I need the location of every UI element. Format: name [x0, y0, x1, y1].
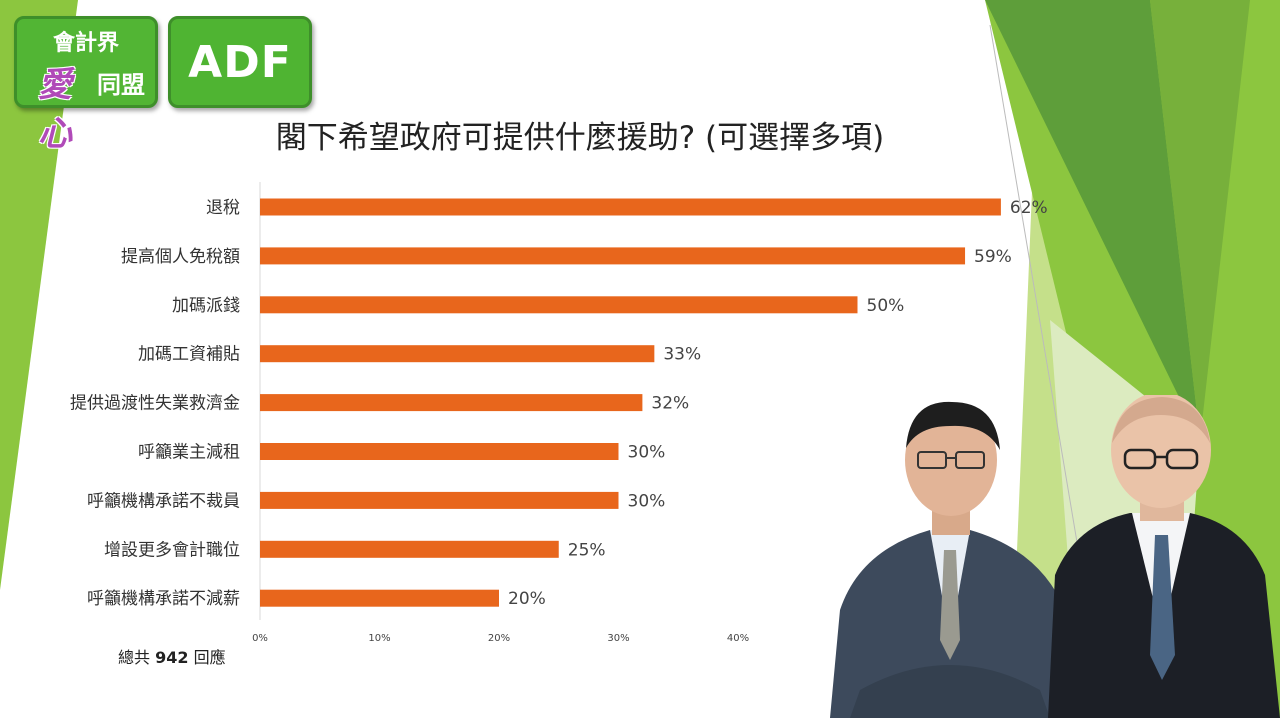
category-label: 呼籲機構承諾不減薪: [87, 589, 240, 609]
bar: [260, 540, 559, 558]
bar: [260, 198, 1001, 216]
data-label: 30%: [628, 491, 666, 511]
x-tick-label: 30%: [607, 633, 629, 644]
x-tick-label: 10%: [368, 633, 390, 644]
person-right-photo: [1048, 395, 1280, 718]
category-label: 退稅: [206, 198, 240, 218]
category-label: 加碼工資補貼: [138, 345, 240, 365]
category-label: 提供過渡性失業救濟金: [70, 394, 240, 414]
right-thin-line: [989, 24, 1081, 561]
bar: [260, 394, 643, 412]
category-label: 提高個人免稅額: [121, 247, 240, 267]
data-label: 33%: [663, 345, 701, 365]
adf-logo: ADF: [168, 16, 312, 108]
data-label: 50%: [867, 296, 905, 316]
bar: [260, 589, 499, 607]
total-count: 942: [155, 648, 189, 667]
x-tick-label: 20%: [488, 633, 510, 644]
category-label: 加碼派錢: [172, 296, 240, 316]
category-label: 增設更多會計職位: [104, 540, 240, 560]
total-responses: 總共 942 回應: [118, 644, 226, 668]
total-prefix: 總共: [118, 648, 151, 667]
data-label: 25%: [568, 540, 606, 560]
bar: [260, 296, 858, 314]
data-label: 32%: [651, 394, 689, 414]
data-label: 59%: [974, 247, 1012, 267]
data-label: 62%: [1010, 198, 1048, 218]
accounting-heart-alliance-logo: 會計界 愛心 同盟: [14, 16, 158, 154]
data-label: 30%: [628, 443, 666, 463]
bar: [260, 247, 966, 265]
left-green-stripe: [0, 0, 78, 590]
bar: [260, 491, 619, 509]
person-left-photo: [830, 401, 1078, 718]
data-label: 20%: [508, 589, 546, 609]
right-mid-green-triangle: [1150, 0, 1250, 440]
adf-logo-text: ADF: [188, 37, 292, 88]
logo-text-line1: 會計界: [52, 31, 119, 56]
chart-title: 閣下希望政府可提供什麼援助? (可選擇多項): [275, 120, 885, 156]
logo-text-line2: 同盟: [97, 71, 145, 99]
category-label: 呼籲機構承諾不裁員: [87, 491, 240, 511]
total-suffix: 回應: [193, 648, 226, 667]
bar: [260, 443, 619, 460]
x-tick-label: 40%: [727, 633, 749, 644]
bar: [260, 345, 655, 363]
right-dark-green-triangle: [985, 0, 1200, 440]
x-tick-label: 0%: [252, 633, 268, 644]
category-label: 呼籲業主減租: [138, 443, 240, 463]
logo-heart-text: 愛心: [38, 65, 72, 154]
